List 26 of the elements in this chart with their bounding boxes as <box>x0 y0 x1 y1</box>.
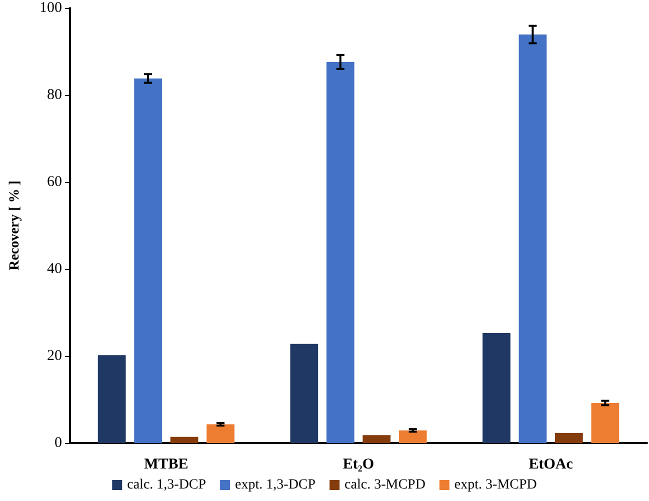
y-tick-label: 0 <box>54 435 62 451</box>
x-tick-label: EtOAc <box>528 456 574 472</box>
y-tick-label: 80 <box>47 87 62 103</box>
bar <box>170 436 198 443</box>
legend-label: calc. 3-MCPD <box>344 478 426 492</box>
bar <box>134 78 162 443</box>
bar <box>206 424 234 443</box>
y-tick-label: 20 <box>47 348 62 364</box>
y-tick-label: 40 <box>47 261 62 277</box>
legend-label: expt. 3-MCPD <box>454 478 537 492</box>
bar <box>398 430 427 443</box>
x-tick-label: Et₂O <box>342 456 374 472</box>
bar <box>362 435 391 443</box>
bar <box>290 344 318 443</box>
y-axis-title: Recovery [ % ] <box>8 180 22 270</box>
y-tick-label: 100 <box>40 0 62 16</box>
legend-label: calc. 1,3-DCP <box>127 478 206 492</box>
legend-label: expt. 1,3-DCP <box>235 478 316 492</box>
bar <box>555 432 583 443</box>
x-tick-label: MTBE <box>144 456 188 472</box>
bar <box>591 402 620 443</box>
bar <box>482 332 510 443</box>
bar <box>326 62 354 443</box>
y-tick-label: 60 <box>47 174 62 190</box>
bar <box>98 355 126 443</box>
bar <box>518 34 547 443</box>
